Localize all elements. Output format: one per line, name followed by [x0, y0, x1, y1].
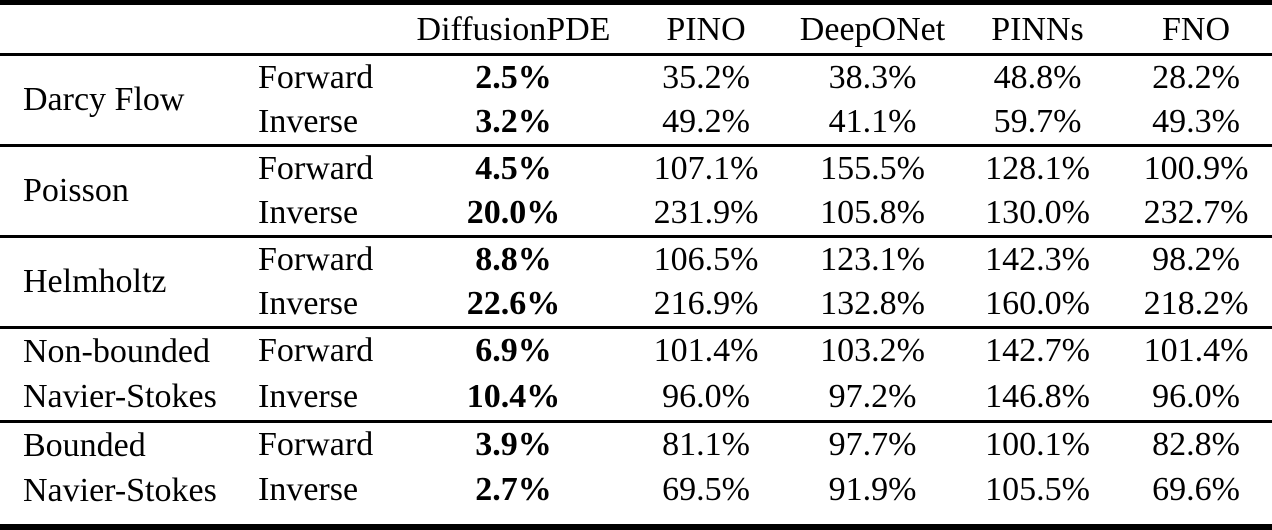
- metric-value-diffusionpde: 2.7%: [475, 471, 552, 509]
- metric-value-pinns: 48.8%: [993, 58, 1082, 96]
- metric-value-pinns: 100.1%: [985, 425, 1090, 463]
- problem-label-line: Poisson: [23, 171, 129, 209]
- metric-value-fno: 82.8%: [1152, 425, 1240, 463]
- metric-value-pinns: 142.7%: [985, 332, 1090, 370]
- metric-value-fno: 28.2%: [1152, 58, 1240, 96]
- problem-label-line: Bounded: [23, 426, 146, 464]
- direction-label: Forward: [258, 240, 374, 278]
- direction-label: Forward: [258, 58, 374, 96]
- column-header-pino: PINO: [666, 11, 746, 49]
- table-row: Darcy Flow Forward 2.5% 35.2% 38.3% 48.8…: [0, 54, 1272, 118]
- metric-value-deeponet: 38.3%: [828, 58, 917, 96]
- metric-value-pinns: 105.5%: [985, 471, 1090, 509]
- direction-label: Forward: [258, 425, 374, 463]
- direction-label: Inverse: [258, 471, 359, 509]
- metric-value-pino: 96.0%: [662, 377, 750, 415]
- table-row: Inverse 3.2% 49.2% 41.1% 59.7% 49.3%: [0, 100, 1272, 146]
- direction-label: Inverse: [258, 102, 359, 140]
- metric-value-fno: 232.7%: [1143, 193, 1249, 231]
- table-row: Inverse 2.7% 69.5% 91.9% 105.5% 69.6%: [0, 467, 1272, 513]
- header-problem-blank: [0, 5, 240, 54]
- problem-label-line: Navier-Stokes: [23, 378, 217, 415]
- metric-value-fno: 49.3%: [1152, 102, 1240, 140]
- metric-value-diffusionpde: 6.9%: [475, 332, 552, 370]
- problem-label-line: Navier-Stokes: [23, 472, 217, 509]
- metric-value-pinns: 59.7%: [993, 102, 1082, 140]
- metric-value-diffusionpde: 4.5%: [475, 149, 552, 187]
- direction-label: Forward: [258, 332, 374, 370]
- section-poisson: Poisson Forward 4.5% 107.1% 155.5% 128.1…: [0, 145, 1272, 236]
- table-row: Inverse 20.0% 231.9% 105.8% 130.0% 232.7…: [0, 191, 1272, 237]
- header-row: DiffusionPDE PINO DeepONet PINNs FNO: [0, 5, 1272, 54]
- table-row: Poisson Forward 4.5% 107.1% 155.5% 128.1…: [0, 145, 1272, 209]
- metric-value-deeponet: 97.2%: [828, 377, 917, 415]
- metric-value-fno: 101.4%: [1143, 332, 1249, 370]
- metric-value-pino: 101.4%: [653, 332, 759, 370]
- metric-value-pino: 69.5%: [662, 471, 750, 509]
- metric-value-pino: 49.2%: [662, 102, 750, 140]
- metric-value-diffusionpde: 22.6%: [466, 284, 561, 322]
- metric-value-pinns: 128.1%: [985, 149, 1090, 187]
- metric-value-deeponet: 155.5%: [820, 149, 925, 187]
- metric-value-deeponet: 103.2%: [820, 332, 925, 370]
- metric-value-pinns: 146.8%: [985, 377, 1090, 415]
- metric-value-pino: 107.1%: [653, 149, 759, 187]
- column-header-pinns: PINNs: [991, 11, 1084, 49]
- metric-value-deeponet: 132.8%: [820, 284, 925, 322]
- problem-label-bounded-navier-stokes: Bounded Navier-Stokes: [0, 421, 240, 514]
- problem-label-line: Non-bounded: [23, 332, 210, 370]
- metric-value-deeponet: 105.8%: [820, 193, 925, 231]
- table-row: Bounded Navier-Stokes Forward 3.9% 81.1% …: [0, 421, 1272, 509]
- metric-value-diffusionpde: 3.2%: [475, 102, 552, 140]
- metric-value-deeponet: 123.1%: [820, 240, 925, 278]
- metric-value-fno: 98.2%: [1152, 240, 1240, 278]
- section-helmholtz: Helmholtz Forward 8.8% 106.5% 123.1% 142…: [0, 236, 1272, 327]
- section-darcy-flow: Darcy Flow Forward 2.5% 35.2% 38.3% 48.8…: [0, 54, 1272, 145]
- problem-label-helmholtz: Helmholtz: [0, 236, 240, 327]
- metric-value-diffusionpde: 10.4%: [466, 377, 561, 415]
- problem-label-line: Darcy Flow: [23, 80, 185, 118]
- metric-value-deeponet: 91.9%: [828, 471, 917, 509]
- table-row: Helmholtz Forward 8.8% 106.5% 123.1% 142…: [0, 236, 1272, 300]
- direction-label: Forward: [258, 149, 374, 187]
- metric-value-fno: 218.2%: [1143, 284, 1249, 322]
- metric-value-deeponet: 41.1%: [828, 102, 917, 140]
- metric-value-pino: 106.5%: [653, 240, 759, 278]
- column-header-fno: FNO: [1161, 11, 1231, 49]
- results-table: DiffusionPDE PINO DeepONet PINNs FNO Dar…: [0, 5, 1272, 514]
- metric-value-fno: 100.9%: [1143, 149, 1249, 187]
- column-header-diffusionpde: DiffusionPDE: [416, 11, 611, 49]
- direction-label: Inverse: [258, 284, 359, 322]
- metric-value-diffusionpde: 3.9%: [475, 425, 552, 463]
- metric-value-diffusionpde: 8.8%: [475, 240, 552, 278]
- metric-value-pinns: 142.3%: [985, 240, 1090, 278]
- problem-label-darcy-flow: Darcy Flow: [0, 54, 240, 145]
- metric-value-diffusionpde: 2.5%: [475, 58, 552, 96]
- table-row: Inverse 22.6% 216.9% 132.8% 160.0% 218.2…: [0, 282, 1272, 328]
- header-direction-blank: [240, 5, 405, 54]
- table-row: Inverse 10.4% 96.0% 97.2% 146.8% 96.0%: [0, 374, 1272, 421]
- metric-value-fno: 96.0%: [1152, 377, 1240, 415]
- metric-value-pino: 231.9%: [653, 193, 759, 231]
- metric-value-pinns: 130.0%: [985, 193, 1090, 231]
- problem-label-poisson: Poisson: [0, 145, 240, 236]
- problem-label-line: Helmholtz: [23, 262, 167, 300]
- table-header: DiffusionPDE PINO DeepONet PINNs FNO: [0, 5, 1272, 54]
- column-header-deeponet: DeepONet: [799, 11, 946, 49]
- metric-value-pinns: 160.0%: [985, 284, 1090, 322]
- metric-value-pino: 81.1%: [662, 425, 750, 463]
- direction-label: Inverse: [258, 377, 359, 415]
- metric-value-pino: 35.2%: [662, 58, 750, 96]
- section-bounded-navier-stokes: Bounded Navier-Stokes Forward 3.9% 81.1% …: [0, 421, 1272, 514]
- section-non-bounded-navier-stokes: Non-bounded Navier-Stokes Forward 6.9% 10…: [0, 327, 1272, 421]
- metric-value-pino: 216.9%: [653, 284, 759, 322]
- metric-value-deeponet: 97.7%: [828, 425, 917, 463]
- problem-label-non-bounded-navier-stokes: Non-bounded Navier-Stokes: [0, 327, 240, 421]
- table-row: Non-bounded Navier-Stokes Forward 6.9% 10…: [0, 327, 1272, 415]
- metric-value-diffusionpde: 20.0%: [466, 193, 561, 231]
- metric-value-fno: 69.6%: [1152, 471, 1240, 509]
- direction-label: Inverse: [258, 193, 359, 231]
